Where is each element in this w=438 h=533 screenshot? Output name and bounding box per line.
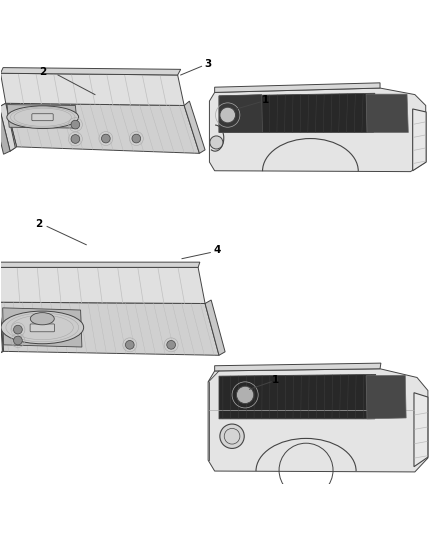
Circle shape [132, 134, 141, 143]
Circle shape [14, 325, 22, 334]
Text: 4: 4 [214, 245, 221, 255]
Polygon shape [0, 302, 3, 354]
Polygon shape [219, 93, 375, 133]
Polygon shape [215, 83, 380, 92]
Text: 3: 3 [205, 59, 212, 69]
FancyBboxPatch shape [30, 324, 54, 332]
Polygon shape [0, 103, 17, 151]
Polygon shape [215, 363, 381, 371]
Circle shape [71, 120, 80, 129]
Polygon shape [0, 262, 200, 268]
Polygon shape [0, 103, 15, 151]
Polygon shape [0, 107, 10, 154]
Polygon shape [208, 369, 428, 472]
Text: 2: 2 [39, 67, 47, 77]
Circle shape [167, 341, 176, 349]
Polygon shape [219, 94, 262, 133]
Polygon shape [184, 101, 205, 154]
Polygon shape [0, 302, 4, 354]
Polygon shape [205, 300, 225, 356]
Text: 2: 2 [35, 219, 42, 229]
Polygon shape [366, 375, 406, 419]
Circle shape [14, 336, 22, 345]
Ellipse shape [30, 313, 54, 325]
Circle shape [102, 134, 110, 143]
Circle shape [210, 136, 223, 149]
Polygon shape [3, 308, 82, 347]
Circle shape [125, 341, 134, 349]
Polygon shape [0, 73, 184, 106]
Circle shape [237, 386, 254, 403]
Ellipse shape [7, 106, 79, 128]
Polygon shape [0, 268, 205, 303]
Circle shape [220, 107, 236, 123]
Circle shape [71, 135, 80, 143]
Ellipse shape [1, 311, 84, 344]
Polygon shape [219, 375, 376, 419]
Circle shape [220, 424, 244, 448]
Polygon shape [414, 393, 428, 467]
Polygon shape [7, 104, 78, 128]
Polygon shape [0, 302, 219, 356]
Polygon shape [0, 68, 181, 75]
Polygon shape [413, 109, 426, 171]
Text: 1: 1 [261, 95, 269, 105]
Text: 1: 1 [272, 375, 279, 385]
Polygon shape [366, 94, 408, 133]
Polygon shape [209, 88, 426, 172]
Polygon shape [6, 103, 199, 154]
FancyBboxPatch shape [32, 114, 53, 120]
